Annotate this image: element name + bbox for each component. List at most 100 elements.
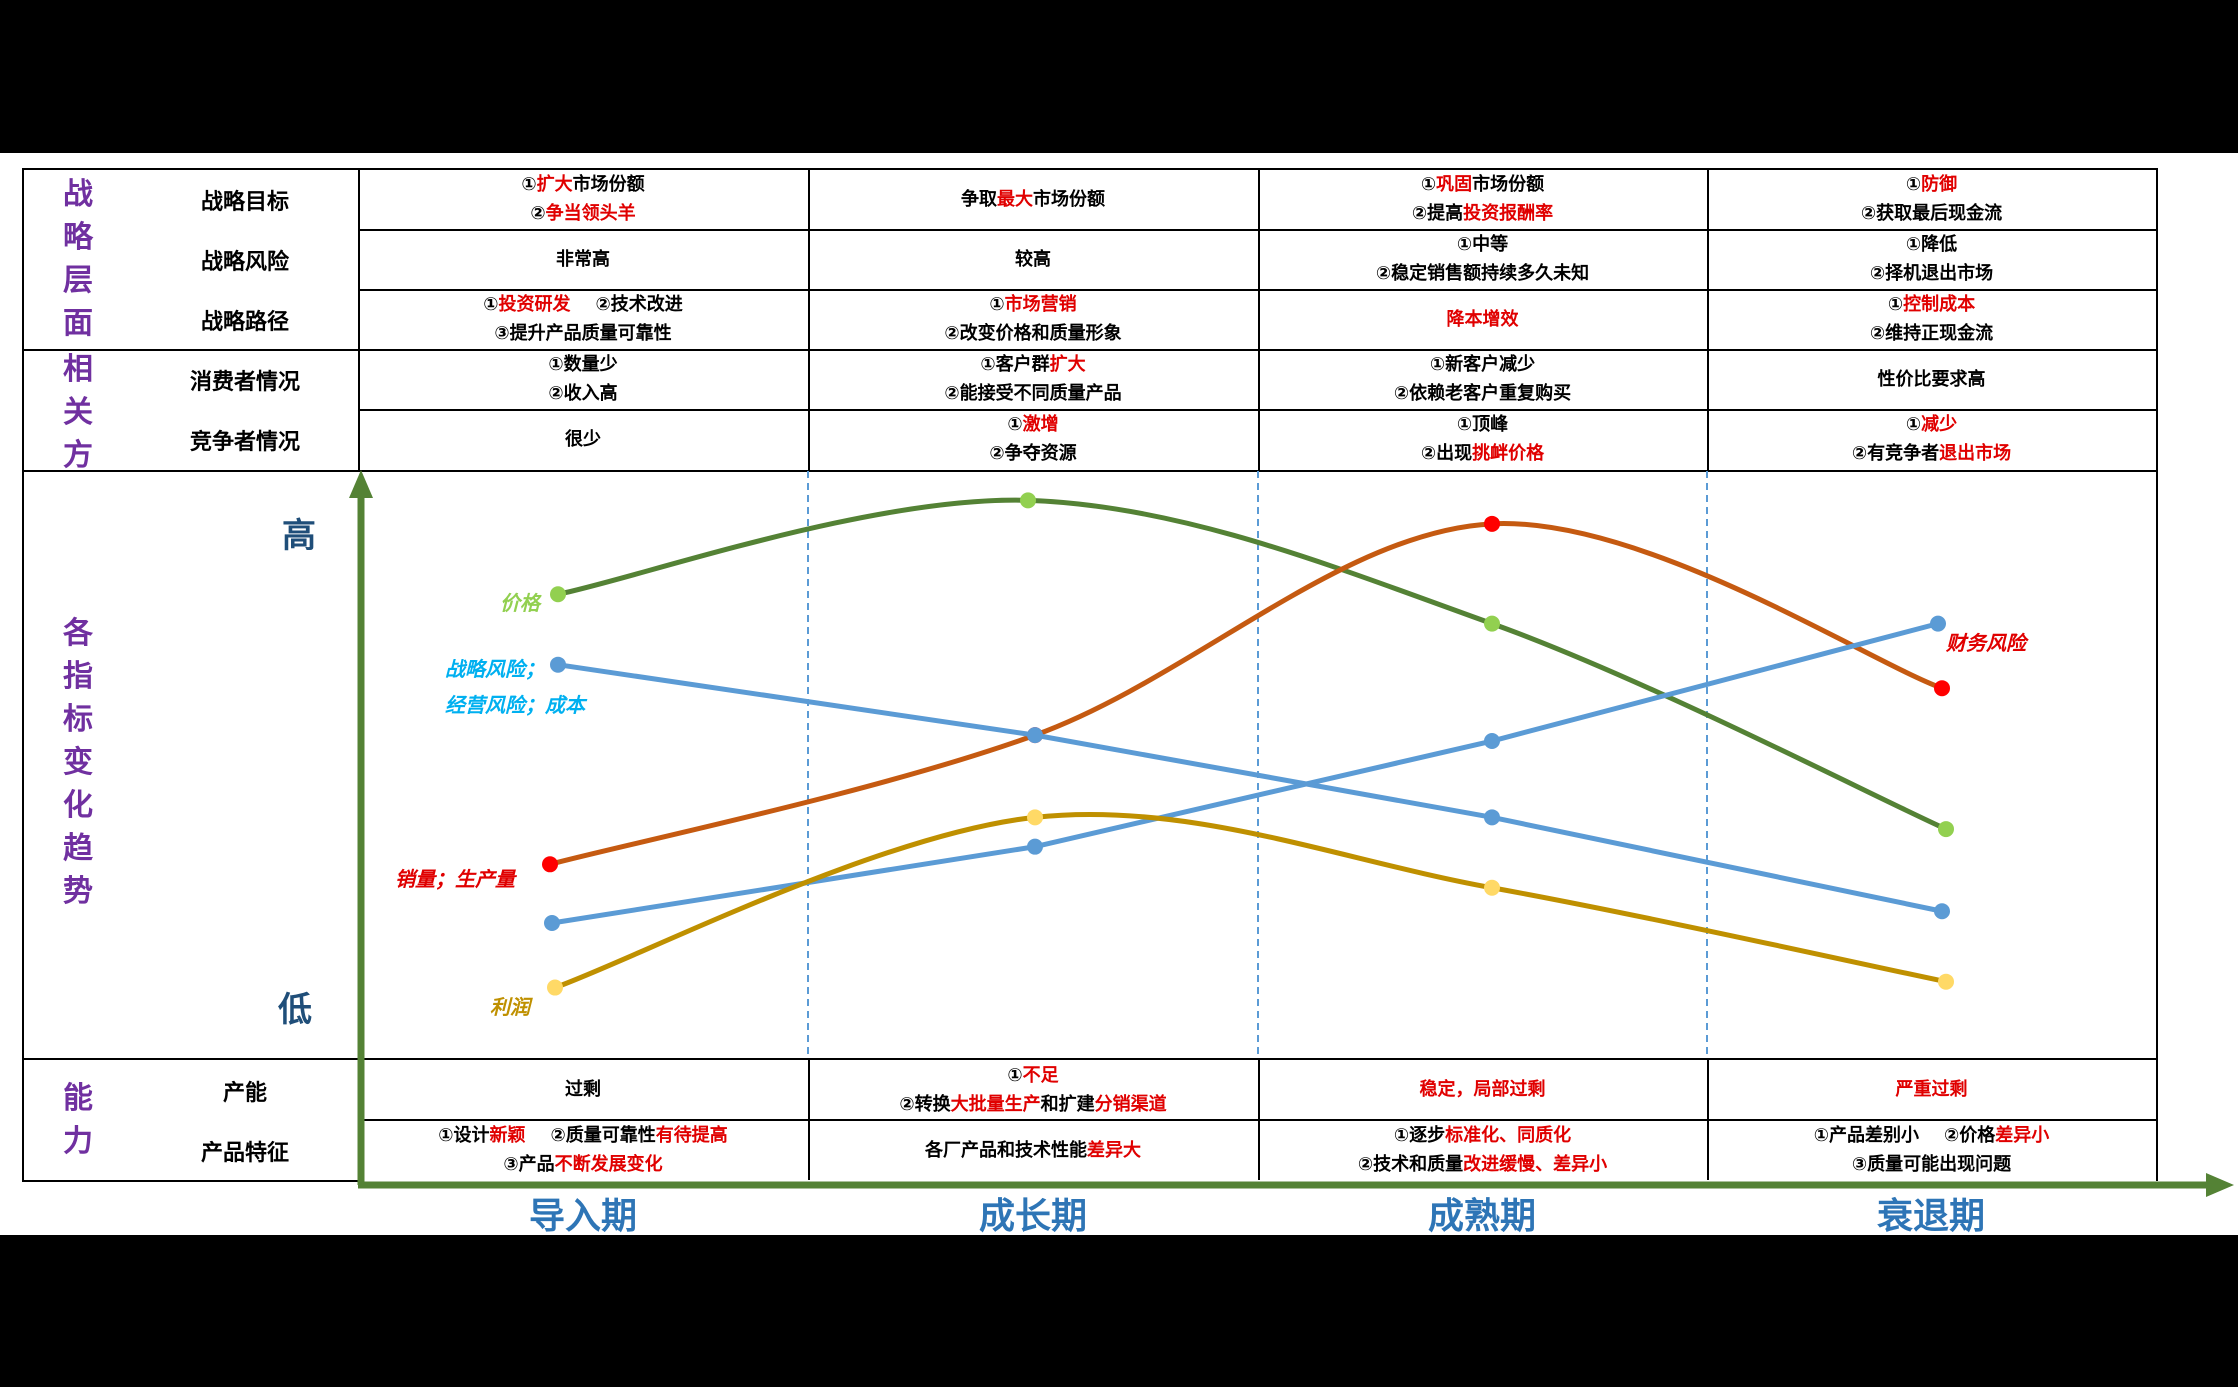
cell-text: ②有竞争者 <box>1851 443 1940 464</box>
table-cell: 很少 <box>358 409 808 469</box>
cell-text: 很少 <box>565 428 601 450</box>
cell-text: ②获取最后现金流 <box>1860 203 2003 224</box>
series-label-strategic-risk: 战略风险； <box>445 657 545 681</box>
section-title-char: 关 <box>63 395 93 430</box>
cell-text: ① <box>989 294 1005 315</box>
cell-line: ①不足 <box>1007 1061 1058 1090</box>
price-point <box>1020 492 1036 509</box>
sales-point <box>542 856 558 873</box>
profit-point <box>1938 973 1954 990</box>
cell-line: ①产品差别小 ②价格差异小 <box>1814 1121 2050 1150</box>
cell-text: 投资报酬率 <box>1463 203 1554 224</box>
axis-high-label: 高 <box>282 516 316 556</box>
cell-line: ①新客户减少 <box>1430 350 1535 379</box>
cell-line: ①减少 <box>1906 410 1957 439</box>
profit-point <box>1484 879 1500 896</box>
cell-text: ②技术改进 <box>570 294 683 315</box>
table-cell: ①激增 ②争夺资源 <box>808 409 1258 469</box>
cell-text: ②出现 <box>1420 443 1473 464</box>
table-cell: ①逐步标准化、同质化 ②技术和质量改进缓慢、差异小 <box>1258 1120 1707 1180</box>
price-line <box>555 497 1949 832</box>
cell-line: ②能接受不同质量产品 <box>944 379 1121 408</box>
cell-line: ①设计新颖 ②质量可靠性有待提高 <box>438 1121 728 1150</box>
table-cell: 过剩 <box>358 1059 808 1120</box>
table-border <box>22 349 2158 351</box>
cell-text: ① <box>483 294 499 315</box>
cell-text: ②维持正现金流 <box>1869 323 1994 344</box>
cell-text: 激增 <box>1022 414 1059 435</box>
table-cell: 降本增效 <box>1258 289 1707 349</box>
cell-line: ①降低 <box>1906 230 1957 259</box>
section-title-char: 相 <box>63 352 93 387</box>
cell-line: 性价比要求高 <box>1878 365 1986 394</box>
profit-point <box>1027 809 1043 826</box>
cell-text: ②改变价格和质量形象 <box>944 323 1122 344</box>
table-cell: ①客户群扩大 ②能接受不同质量产品 <box>808 349 1258 409</box>
section-title-char: 化 <box>63 788 93 823</box>
cell-line: ②争夺资源 <box>989 439 1076 468</box>
cell-text: ①新客户减少 <box>1429 354 1536 375</box>
table-border <box>22 168 24 1181</box>
table-border <box>2156 168 2158 1181</box>
risk-cost-point <box>550 656 566 673</box>
cell-line: 各厂产品和技术性能差异大 <box>925 1136 1141 1165</box>
cell-text: ③产品 <box>503 1154 555 1175</box>
table-cell: 各厂产品和技术性能差异大 <box>808 1120 1258 1180</box>
cell-text: ②争夺资源 <box>989 443 1077 464</box>
cell-line: ③产品不断发展变化 <box>503 1150 662 1179</box>
row-label: 竞争者情况 <box>189 430 300 455</box>
series-label-operating-risk-cost: 经营风险；成本 <box>445 693 585 717</box>
series-label-sales: 销量；生产量 <box>395 867 515 891</box>
financial-risk-point <box>1930 615 1946 632</box>
cell-line: 严重过剩 <box>1896 1075 1968 1104</box>
table-cell: 较高 <box>808 229 1258 289</box>
section-stakeholders-title: 相关方 <box>48 348 108 477</box>
section-strategy-title: 战略层面 <box>48 173 108 345</box>
table-cell: ①不足 ②转换大批量生产和扩建分销渠道 <box>808 1059 1258 1120</box>
table-cell: 稳定，局部过剩 <box>1258 1059 1707 1120</box>
row-label: 战略风险 <box>200 250 289 275</box>
cell-line: ②获取最后现金流 <box>1861 199 2002 228</box>
table-border <box>22 470 2158 472</box>
cell-line: 非常高 <box>556 245 610 274</box>
table-cell: ①投资研发 ②技术改进 ③提升产品质量可靠性 <box>358 289 808 349</box>
cell-text: 市场份额 <box>572 174 645 195</box>
cell-text: 标准化、同质化 <box>1445 1125 1572 1146</box>
cell-text: 分销渠道 <box>1094 1093 1167 1115</box>
cell-text: ② <box>530 203 546 224</box>
row-label: 战略路径 <box>200 310 289 335</box>
cell-text: ①顶峰 <box>1456 414 1509 435</box>
section-title-char: 势 <box>63 874 93 909</box>
cell-text: 扩大 <box>1049 354 1086 375</box>
cell-line: ②技术和质量改进缓慢、差异小 <box>1358 1150 1607 1179</box>
table-cell: ①设计新颖 ②质量可靠性有待提高 ③产品不断发展变化 <box>358 1120 808 1180</box>
cell-line: ①市场营销 <box>989 290 1076 319</box>
cell-text: 投资研发 <box>498 294 571 315</box>
series-label-price: 价格 <box>500 591 540 615</box>
cell-text: 巩固 <box>1436 174 1473 195</box>
table-cell: ①产品差别小 ②价格差异小 ③质量可能出现问题 <box>1707 1120 2156 1180</box>
section-title-char: 战 <box>63 177 93 212</box>
cell-text: ①产品差别小 ②价格 <box>1813 1125 1996 1146</box>
cell-text: ②稳定销售额持续多久未知 <box>1375 263 1590 284</box>
price-point <box>1484 615 1500 632</box>
sales-point <box>1484 515 1500 532</box>
cell-text: ① <box>521 174 537 195</box>
cell-text: ① <box>1420 174 1437 195</box>
cell-line: ③质量可能出现问题 <box>1852 1150 2011 1179</box>
cell-line: ②稳定销售额持续多久未知 <box>1376 259 1589 288</box>
cell-line: ①中等 <box>1457 230 1508 259</box>
table-cell: ①新客户减少 ②依赖老客户重复购买 <box>1258 349 1707 409</box>
cell-text: 控制成本 <box>1903 294 1976 315</box>
table-cell: 性价比要求高 <box>1707 349 2156 409</box>
cell-line: 很少 <box>565 425 601 454</box>
section-title-char: 面 <box>63 306 93 341</box>
cell-text: 新颖 <box>489 1125 526 1146</box>
cell-text: ① <box>1905 174 1922 195</box>
cell-text: 差异大 <box>1087 1139 1141 1161</box>
table-border <box>1707 168 1709 470</box>
cell-line: 较高 <box>1015 245 1051 274</box>
row-label: 产能 <box>222 1080 267 1106</box>
cell-text: ②能接受不同质量产品 <box>944 383 1122 404</box>
